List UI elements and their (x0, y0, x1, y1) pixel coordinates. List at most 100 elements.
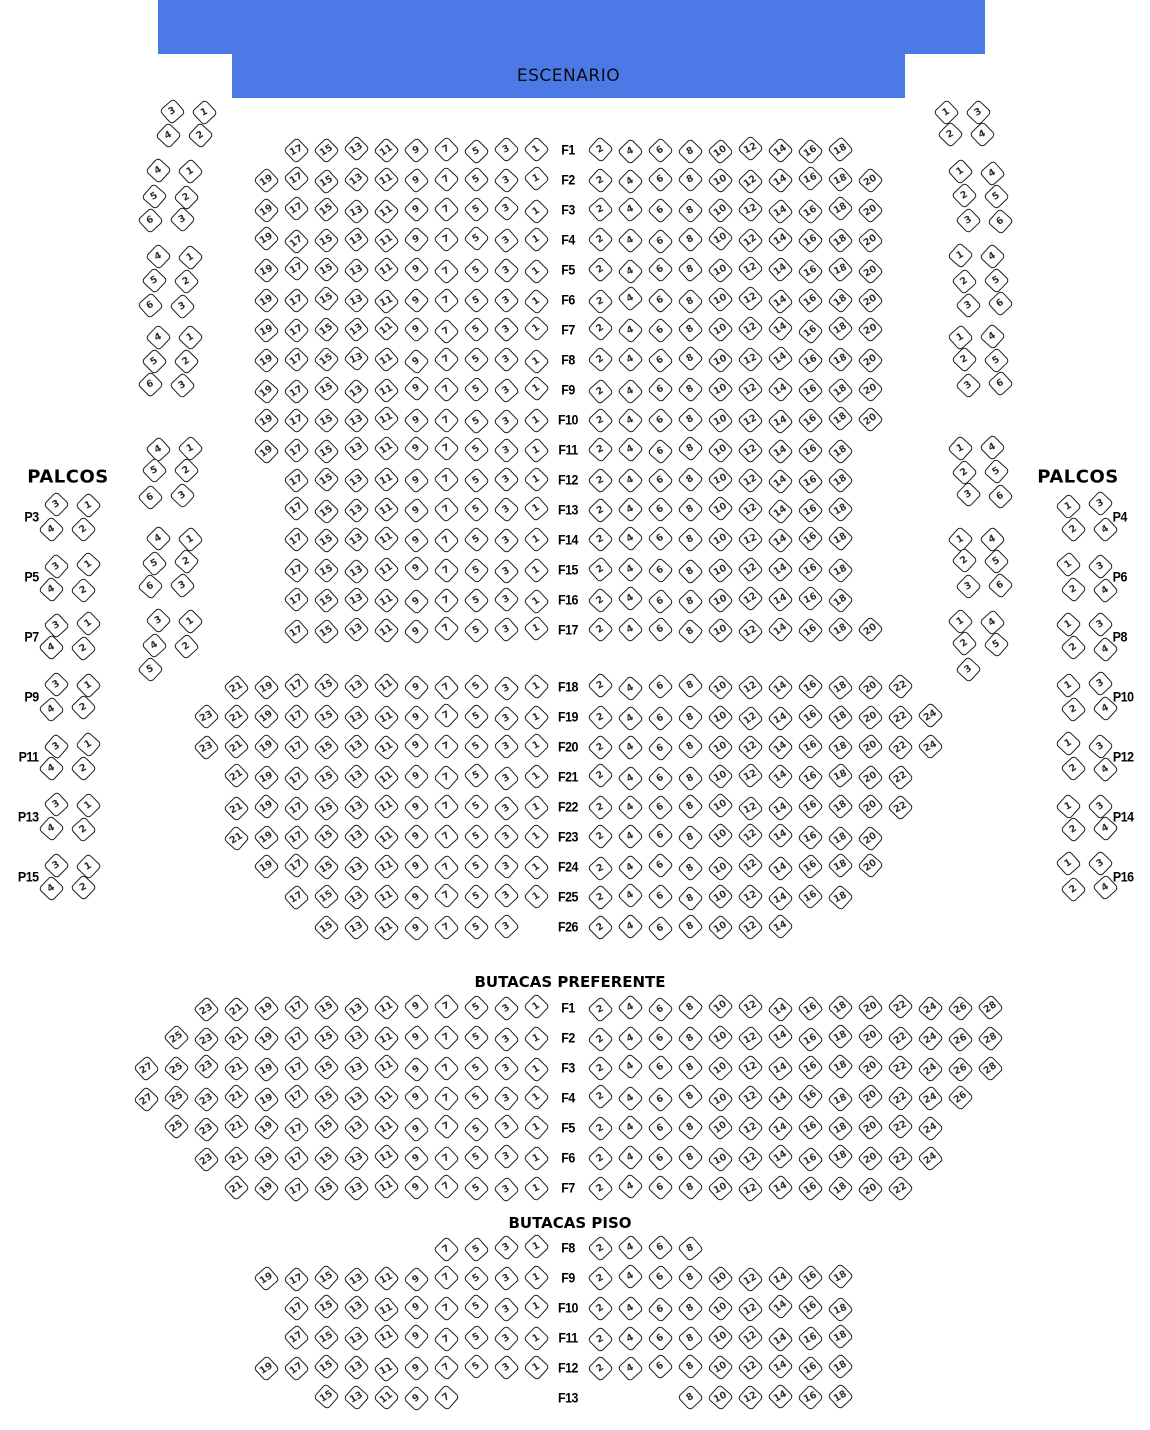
seat[interactable]: 8 (676, 1294, 704, 1322)
seat[interactable]: 14 (766, 197, 794, 225)
seat[interactable]: 28 (976, 1055, 1004, 1082)
seat[interactable]: 2 (586, 762, 614, 790)
seat[interactable]: 4 (37, 875, 65, 903)
seat[interactable]: 12 (736, 437, 764, 465)
seat[interactable]: 1 (522, 853, 550, 881)
seat[interactable]: 1 (1054, 492, 1082, 520)
seat[interactable]: 3 (492, 995, 520, 1022)
seat[interactable]: 17 (282, 346, 310, 374)
seat[interactable]: 3 (492, 822, 520, 850)
seat[interactable]: 16 (796, 733, 824, 761)
seat[interactable]: 3 (492, 1234, 520, 1262)
seat[interactable]: 3 (144, 607, 172, 635)
seat[interactable]: 5 (462, 1235, 490, 1263)
seat[interactable]: 11 (372, 914, 400, 942)
seat[interactable]: 13 (342, 1384, 370, 1412)
seat[interactable]: 4 (616, 733, 644, 761)
seat[interactable]: 12 (736, 733, 764, 761)
seat[interactable]: 14 (766, 615, 794, 643)
seat[interactable]: 2 (172, 632, 200, 660)
seat[interactable]: 2 (586, 496, 614, 524)
seat[interactable]: 11 (372, 435, 400, 463)
seat[interactable]: 14 (766, 498, 794, 525)
seat[interactable]: 18 (826, 135, 854, 163)
seat[interactable]: 4 (616, 1173, 644, 1201)
seat[interactable]: 4 (616, 1143, 644, 1171)
seat[interactable]: 13 (342, 793, 370, 821)
seat[interactable]: 8 (676, 1264, 704, 1292)
seat[interactable]: 1 (522, 762, 550, 790)
seat[interactable]: 4 (37, 754, 65, 782)
seat[interactable]: 8 (676, 793, 704, 821)
seat[interactable]: 3 (492, 227, 520, 255)
seat[interactable]: 19 (252, 1264, 280, 1292)
seat[interactable]: 1 (74, 792, 102, 820)
seat[interactable]: 19 (252, 733, 280, 761)
seat[interactable]: 15 (312, 256, 340, 284)
seat[interactable]: 6 (646, 1085, 674, 1113)
seat[interactable]: 14 (766, 555, 794, 583)
seat[interactable]: 5 (462, 137, 490, 165)
seat[interactable]: 8 (676, 465, 704, 493)
seat[interactable]: 5 (462, 883, 490, 911)
seat[interactable]: 17 (282, 794, 310, 822)
seat[interactable]: 2 (586, 1025, 614, 1053)
seat[interactable]: 9 (402, 497, 430, 525)
seat[interactable]: 12 (736, 226, 764, 254)
seat[interactable]: 7 (432, 615, 460, 643)
seat[interactable]: 16 (796, 882, 824, 910)
seat[interactable]: 22 (886, 734, 914, 762)
seat[interactable]: 17 (282, 165, 310, 193)
seat[interactable]: 3 (492, 377, 520, 405)
seat[interactable]: 8 (676, 1174, 704, 1201)
seat[interactable]: 23 (192, 1025, 220, 1053)
seat[interactable]: 8 (676, 225, 704, 253)
seat[interactable]: 18 (826, 467, 854, 495)
seat[interactable]: 16 (796, 257, 824, 285)
seat[interactable]: 14 (766, 763, 794, 791)
seat[interactable]: 4 (978, 323, 1006, 350)
seat[interactable]: 11 (372, 346, 400, 374)
seat[interactable]: 3 (492, 586, 520, 614)
seat[interactable]: 8 (676, 287, 704, 315)
seat[interactable]: 9 (402, 1385, 430, 1413)
seat[interactable]: 13 (342, 558, 370, 585)
seat[interactable]: 5 (140, 347, 168, 375)
seat[interactable]: 7 (432, 1326, 460, 1353)
seat[interactable]: 3 (954, 371, 982, 399)
seat[interactable]: 20 (856, 197, 884, 225)
seat[interactable]: 16 (796, 1145, 824, 1173)
seat[interactable]: 20 (856, 733, 884, 761)
seat[interactable]: 4 (616, 994, 644, 1022)
seat[interactable]: 2 (586, 854, 614, 882)
seat[interactable]: 27 (132, 1085, 160, 1113)
seat[interactable]: 4 (616, 1114, 644, 1142)
seat[interactable]: 13 (342, 1354, 370, 1382)
seat[interactable]: 3 (42, 732, 70, 760)
seat[interactable]: 22 (886, 793, 914, 821)
seat[interactable]: 15 (312, 226, 340, 254)
seat[interactable]: 24 (916, 1085, 944, 1113)
seat[interactable]: 17 (282, 466, 310, 494)
seat[interactable]: 22 (886, 1113, 914, 1141)
seat[interactable]: 13 (342, 1054, 370, 1082)
seat[interactable]: 1 (522, 672, 550, 700)
seat[interactable]: 12 (736, 673, 764, 701)
seat[interactable]: 5 (462, 166, 490, 194)
seat[interactable]: 10 (706, 703, 734, 731)
seat[interactable]: 16 (796, 1175, 824, 1203)
seat[interactable]: 18 (826, 616, 854, 644)
seat[interactable]: 18 (826, 1323, 854, 1351)
seat[interactable]: 10 (706, 256, 734, 284)
seat[interactable]: 13 (342, 854, 370, 882)
seat[interactable]: 23 (192, 703, 220, 730)
seat[interactable]: 4 (144, 242, 172, 270)
seat[interactable]: 11 (372, 586, 400, 614)
seat[interactable]: 9 (402, 852, 430, 880)
seat[interactable]: 22 (886, 1085, 914, 1112)
seat[interactable]: 1 (522, 1293, 550, 1321)
seat[interactable]: 4 (616, 704, 644, 732)
seat[interactable]: 26 (946, 994, 974, 1022)
seat[interactable]: 5 (982, 631, 1010, 659)
seat[interactable]: 7 (432, 1263, 460, 1291)
